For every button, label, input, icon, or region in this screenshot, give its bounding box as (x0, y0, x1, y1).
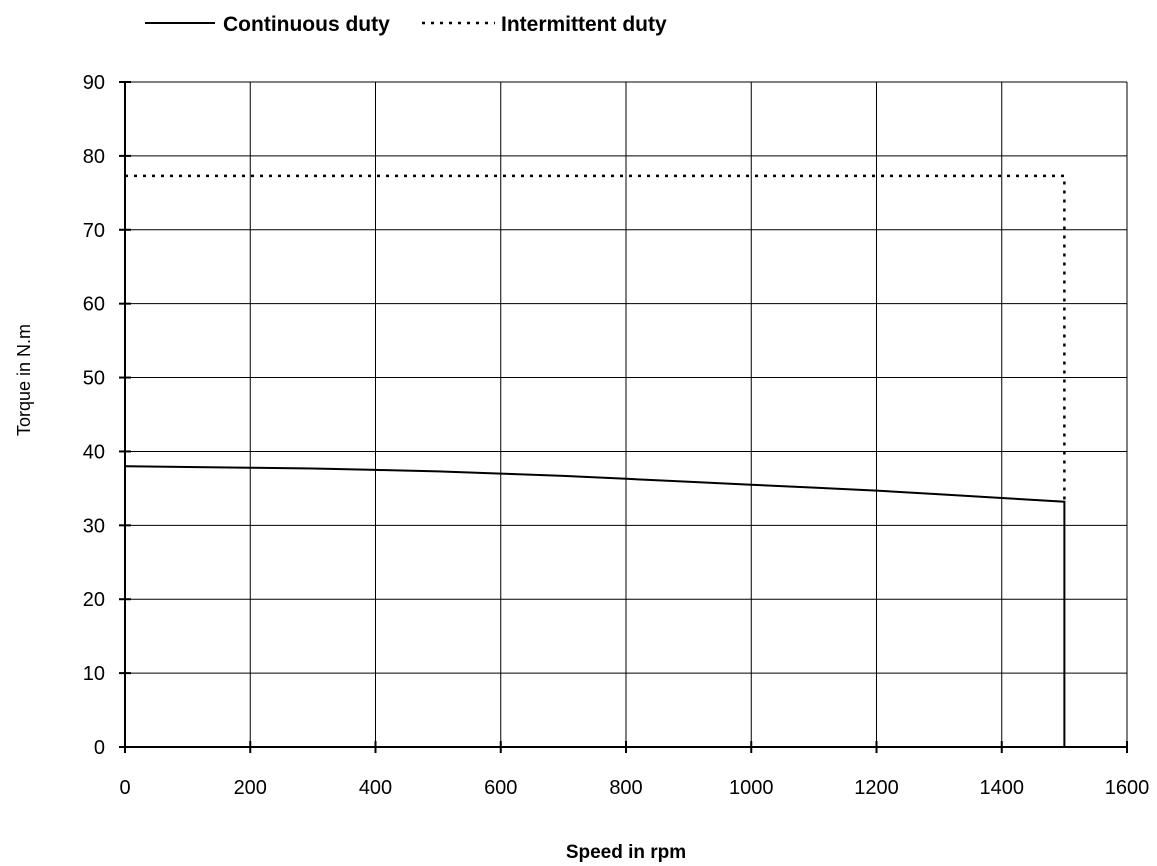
y-tick-label: 40 (83, 441, 105, 463)
y-tick-label: 10 (83, 663, 105, 685)
axes (119, 81, 1128, 753)
y-tick-label: 20 (83, 589, 105, 611)
legend: Continuous duty Intermittent duty (145, 13, 667, 36)
y-tick-label: 30 (83, 515, 105, 537)
y-axis-title: Torque in N.m (14, 324, 34, 436)
x-tick-label: 1200 (854, 777, 899, 799)
x-tick-label: 400 (359, 777, 392, 799)
y-tick-label: 50 (83, 368, 105, 390)
x-tick-label: 1400 (980, 777, 1025, 799)
legend-label-continuous-duty: Continuous duty (223, 13, 390, 36)
legend-label-intermittent-duty: Intermittent duty (501, 13, 667, 36)
series-line-intermittent-duty (125, 174, 1066, 502)
x-tick-label: 800 (609, 777, 642, 799)
y-tick-label: 0 (94, 737, 105, 759)
grid-lines (125, 81, 1128, 747)
y-tick-label: 70 (83, 220, 105, 242)
x-axis-title: Speed in rpm (566, 842, 686, 863)
x-tick-label: 200 (234, 777, 267, 799)
y-tick-label: 80 (83, 146, 105, 168)
y-tick-label: 60 (83, 294, 105, 316)
x-tick-label: 600 (484, 777, 517, 799)
tick-labels: 0 200 400 600 800 1000 1200 1400 1600 0 10 20 30 40 50… (83, 72, 1150, 799)
x-tick-label: 1000 (729, 777, 774, 799)
x-tick-label: 1600 (1105, 777, 1150, 799)
series-line-continuous-duty (124, 465, 1066, 747)
y-tick-label: 90 (83, 72, 105, 94)
series-lines (124, 174, 1066, 747)
x-tick-label: 0 (119, 777, 130, 799)
